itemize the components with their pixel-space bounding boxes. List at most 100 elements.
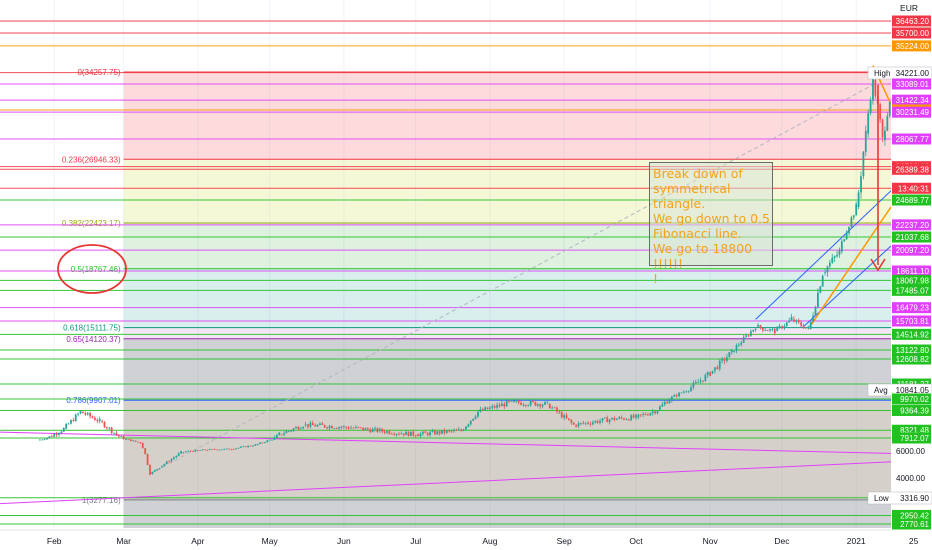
price-candles [38,74,910,476]
candle-body [364,428,367,431]
candle-body [467,424,470,427]
candle-body [840,241,843,252]
candle-body [307,424,309,427]
candle-body [259,442,261,444]
candle-body [175,455,178,458]
candle-body [117,434,120,437]
candle-body [690,387,692,392]
candle-body [187,450,190,452]
price-label-12: 13:40:31 [898,184,930,193]
highlight-circle [57,244,127,294]
price-axis[interactable]: EUR36463.2035700.0035224.0034235.45High3… [867,0,932,550]
candle-body [520,402,522,405]
candle-body [644,413,647,415]
candle-body [271,439,273,441]
candle-body [793,319,795,322]
candle-body [874,79,877,96]
candle-body [326,427,329,429]
candle-body [134,440,137,442]
price-label-box-5 [892,78,931,90]
candle-body [127,438,130,440]
time-tick-5: Jul [410,536,421,546]
candle-body [534,401,537,406]
candle-body [103,421,106,428]
candle-body [850,217,853,228]
time-axis-background [0,530,932,550]
time-axis[interactable]: Feb Mar Apr May Jun Jul Aug Sep Oct Nov Dec 2021 25 [0,529,932,550]
price-label-5: 33089.01 [896,80,930,89]
price-label-box-9 [892,133,931,145]
candle-body [421,431,424,434]
candle-body [347,427,350,429]
candle-body [503,403,506,407]
dashed-trendline [149,84,874,475]
candle-body [53,433,56,437]
candle-body [623,418,625,420]
time-tick-10: Dec [774,536,790,546]
candle-body [77,413,80,415]
long-descending-trendline [0,431,892,454]
candle-body [635,414,637,418]
candle-body [168,461,171,463]
candle-body [228,448,230,450]
candle-body [697,381,700,383]
candle-body [199,450,202,451]
candle-body [235,448,238,450]
candle-body [237,447,240,449]
candle-body [776,327,779,332]
candle-body [252,445,254,447]
time-tick-11: 2021 [847,536,866,546]
candle-body [273,437,276,440]
price-label-8: 30231.49 [896,108,930,117]
candle-body [742,337,745,343]
candle-body [728,352,731,358]
price-label-36: 2770.61 [900,520,929,529]
candle-body [390,433,393,435]
candle-body [608,419,611,423]
candle-body [479,409,482,412]
candle-body [809,321,812,329]
candle-body [833,256,836,258]
candle-body [611,417,613,420]
candle-body [654,411,657,414]
candle-body [845,233,848,240]
candle-body [685,391,688,393]
candle-body [429,432,431,436]
candle-body [757,325,759,327]
fib-zone-4 [123,327,891,339]
candle-body [287,430,290,432]
candle-body [256,443,259,445]
candle-body [879,104,882,120]
price-tag-name-26: Avg [874,386,888,395]
price-label-16: 20097.20 [896,246,930,255]
candle-body [65,423,68,429]
candle-body [223,448,226,450]
candle-body [146,454,149,465]
price-label-box-11 [892,163,931,175]
candle-body [819,286,822,293]
candle-body [216,449,218,451]
price-label-28: 9364.39 [900,406,929,415]
candle-body [522,404,525,406]
candle-body [582,422,585,424]
candle-body [328,426,331,429]
candle-body [261,442,264,444]
candle-body [398,433,400,435]
candle-body [194,449,197,452]
candle-body [702,380,704,382]
candle-body [666,402,668,404]
analysis-note[interactable]: Break down of symmetrical triangle. We g… [649,162,773,286]
candle-body [319,423,321,425]
candle-body [247,445,250,448]
candle-body [740,342,743,345]
candle-body [546,401,549,403]
candle-body [867,113,870,134]
candle-body [335,428,338,429]
candle-body [376,428,379,432]
candle-body [862,151,865,177]
candle-body [881,119,884,138]
candle-body [86,412,89,415]
candle-body [615,418,618,420]
candle-body [60,431,63,434]
